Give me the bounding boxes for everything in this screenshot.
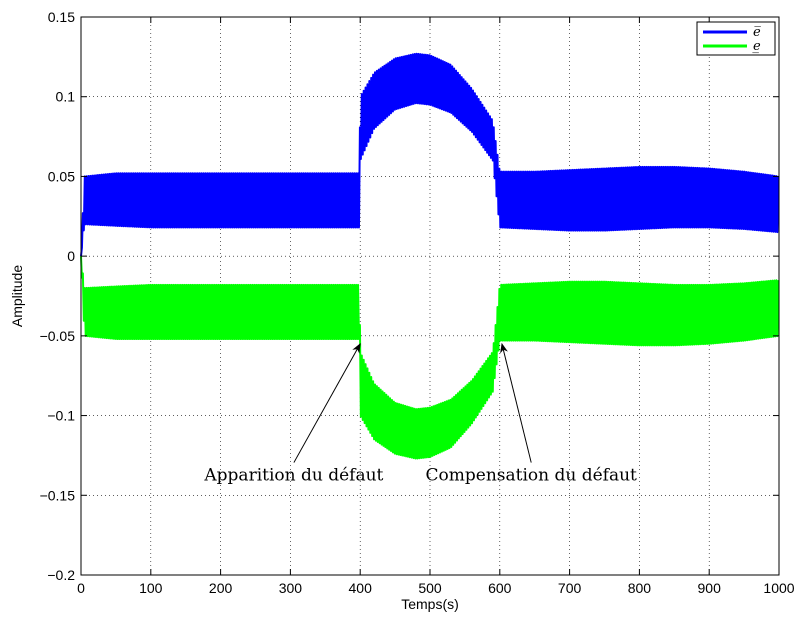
x-tick-label: 400 bbox=[349, 580, 373, 596]
legend: e̅e̲ bbox=[696, 21, 776, 56]
series-group bbox=[80, 52, 780, 460]
series-line-2 bbox=[80, 256, 780, 460]
y-tick-label: −0.2 bbox=[47, 567, 75, 583]
annotation-label-1: Apparition du défaut bbox=[203, 466, 383, 486]
annotation-arrow-2 bbox=[500, 342, 532, 463]
annotation-arrow-1 bbox=[293, 342, 361, 463]
series-line-1 bbox=[80, 52, 780, 257]
y-tick-label: −0.15 bbox=[40, 487, 76, 503]
tick-group: 0 100 200 300 400 500 600 700 800 900 1000 −0.2 −0.1… bbox=[40, 9, 795, 596]
annotation-group: Apparition du défaut Compensation du défa… bbox=[203, 342, 638, 486]
y-axis-label: Amplitude bbox=[9, 265, 25, 327]
legend-box bbox=[696, 21, 776, 56]
x-tick-label: 1000 bbox=[763, 580, 794, 596]
x-tick-label: 800 bbox=[628, 580, 652, 596]
x-tick-label: 300 bbox=[279, 580, 303, 596]
x-tick-label: 100 bbox=[139, 580, 163, 596]
y-tick-label: 0 bbox=[67, 248, 75, 264]
y-tick-label: −0.05 bbox=[40, 328, 76, 344]
x-axis-label: Temps(s) bbox=[401, 596, 459, 612]
annotation-label-2: Compensation du défaut bbox=[426, 466, 638, 486]
x-tick-label: 600 bbox=[488, 580, 512, 596]
x-tick-label: 900 bbox=[698, 580, 722, 596]
legend-label-1: e̅ bbox=[753, 25, 761, 40]
x-tick-label: 0 bbox=[77, 580, 85, 596]
y-tick-label: 0.1 bbox=[56, 89, 76, 105]
y-tick-label: 0.05 bbox=[48, 168, 75, 184]
x-tick-label: 700 bbox=[558, 580, 582, 596]
x-tick-label: 200 bbox=[209, 580, 233, 596]
x-tick-label: 500 bbox=[418, 580, 442, 596]
y-tick-label: −0.1 bbox=[47, 408, 75, 424]
legend-label-2: e̲ bbox=[752, 39, 761, 54]
y-tick-label: 0.15 bbox=[48, 9, 75, 25]
